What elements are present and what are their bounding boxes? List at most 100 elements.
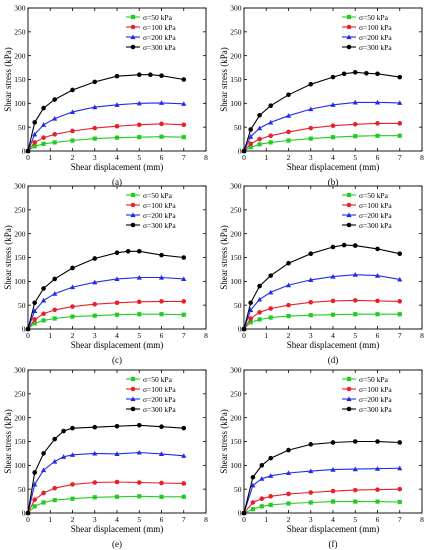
y-tick-label: 250 bbox=[230, 389, 242, 398]
legend-marker bbox=[346, 44, 352, 50]
x-tick-label: 7 bbox=[398, 331, 402, 340]
legend-entry: σ=300 kPa bbox=[359, 405, 392, 414]
data-point bbox=[268, 119, 274, 125]
series-line bbox=[243, 122, 400, 152]
legend-entry: σ=300 kPa bbox=[143, 405, 176, 414]
series-line bbox=[243, 101, 400, 152]
series-line bbox=[27, 481, 184, 514]
x-tick-label: 4 bbox=[331, 153, 335, 162]
series-line bbox=[27, 136, 184, 152]
legend-entry: σ=300 kPa bbox=[359, 43, 392, 52]
data-point bbox=[52, 307, 57, 313]
y-tick-label: 150 bbox=[230, 253, 242, 262]
data-point bbox=[248, 307, 254, 313]
x-tick-label: 1 bbox=[264, 153, 268, 162]
x-tick-label: 1 bbox=[264, 331, 268, 340]
data-point bbox=[268, 455, 274, 461]
data-point bbox=[241, 148, 247, 154]
data-point bbox=[241, 326, 247, 332]
data-point bbox=[397, 133, 402, 138]
data-point bbox=[308, 300, 314, 305]
x-tick-label: 3 bbox=[309, 515, 313, 524]
data-point bbox=[181, 481, 187, 486]
data-point bbox=[397, 499, 402, 505]
legend-marker bbox=[130, 14, 136, 20]
x-tick-label: 8 bbox=[420, 331, 424, 340]
data-point bbox=[397, 121, 403, 126]
data-point bbox=[181, 135, 186, 140]
legend-entry: σ=100 kPa bbox=[359, 385, 392, 394]
data-point bbox=[330, 298, 336, 304]
data-point bbox=[136, 72, 142, 78]
x-tick-label: 1 bbox=[264, 515, 268, 524]
series-line bbox=[243, 440, 400, 514]
data-point bbox=[32, 300, 37, 306]
data-point bbox=[159, 73, 164, 78]
legend-entry: σ=100 kPa bbox=[143, 385, 176, 394]
data-point bbox=[69, 109, 76, 114]
y-axis-label: Shear stress (kPa) bbox=[3, 47, 13, 112]
data-point bbox=[92, 424, 98, 430]
data-point bbox=[308, 490, 314, 495]
plot-frame bbox=[27, 7, 207, 152]
data-point bbox=[256, 296, 263, 302]
data-point bbox=[308, 277, 314, 282]
y-tick-label: 300 bbox=[230, 366, 242, 375]
data-point bbox=[248, 134, 254, 139]
data-point bbox=[41, 490, 46, 496]
y-tick-label: 50 bbox=[18, 485, 26, 494]
x-tick-label: 2 bbox=[71, 515, 75, 524]
y-tick-label: 300 bbox=[230, 4, 242, 13]
x-axis-label: Shear displacement (mm) bbox=[287, 524, 379, 534]
data-point bbox=[32, 481, 38, 487]
data-point bbox=[397, 299, 403, 304]
data-point bbox=[375, 246, 380, 252]
data-point bbox=[159, 494, 164, 499]
data-point bbox=[375, 487, 380, 492]
data-point bbox=[374, 99, 381, 105]
chart-panel-3: 0 1 2 3 4 5 6 7 8 0 50 100 150 200 250 300 Shear displac… bbox=[3, 182, 208, 365]
y-tick-label: 250 bbox=[14, 27, 26, 36]
x-tick-label: 5 bbox=[353, 331, 357, 340]
data-point bbox=[285, 470, 292, 476]
x-axis-label: Shear displacement (mm) bbox=[71, 340, 163, 350]
data-point bbox=[52, 498, 57, 503]
data-point bbox=[248, 145, 253, 150]
data-point bbox=[268, 103, 274, 109]
y-tick-label: 300 bbox=[14, 366, 26, 375]
data-point bbox=[136, 100, 142, 106]
data-point bbox=[32, 140, 37, 145]
data-point bbox=[341, 242, 347, 248]
x-tick-label: 6 bbox=[160, 153, 164, 162]
x-tick-label: 1 bbox=[48, 331, 52, 340]
data-point bbox=[181, 276, 187, 282]
data-point bbox=[352, 298, 358, 303]
series-line bbox=[243, 313, 400, 330]
data-point bbox=[308, 442, 314, 447]
data-point bbox=[181, 101, 187, 106]
y-tick-label: 250 bbox=[230, 205, 242, 214]
data-point bbox=[148, 72, 153, 78]
data-point bbox=[181, 494, 186, 499]
data-point bbox=[286, 302, 291, 308]
data-point bbox=[114, 479, 120, 485]
data-point bbox=[159, 252, 164, 258]
data-point bbox=[114, 135, 120, 140]
x-tick-label: 3 bbox=[309, 153, 313, 162]
x-tick-label: 2 bbox=[287, 153, 291, 162]
x-tick-label: 4 bbox=[115, 515, 119, 524]
data-point bbox=[92, 256, 98, 261]
data-point bbox=[61, 428, 66, 434]
x-tick-label: 3 bbox=[93, 331, 97, 340]
legend-marker bbox=[130, 202, 136, 208]
data-point bbox=[70, 496, 75, 501]
data-point bbox=[250, 507, 255, 512]
data-point bbox=[256, 125, 263, 131]
y-tick-label: 0 bbox=[22, 325, 26, 334]
legend-marker bbox=[130, 386, 136, 392]
y-tick-label: 150 bbox=[230, 75, 242, 84]
data-point bbox=[159, 299, 164, 304]
x-tick-label: 2 bbox=[287, 331, 291, 340]
data-point bbox=[268, 315, 273, 320]
data-point bbox=[70, 128, 75, 134]
